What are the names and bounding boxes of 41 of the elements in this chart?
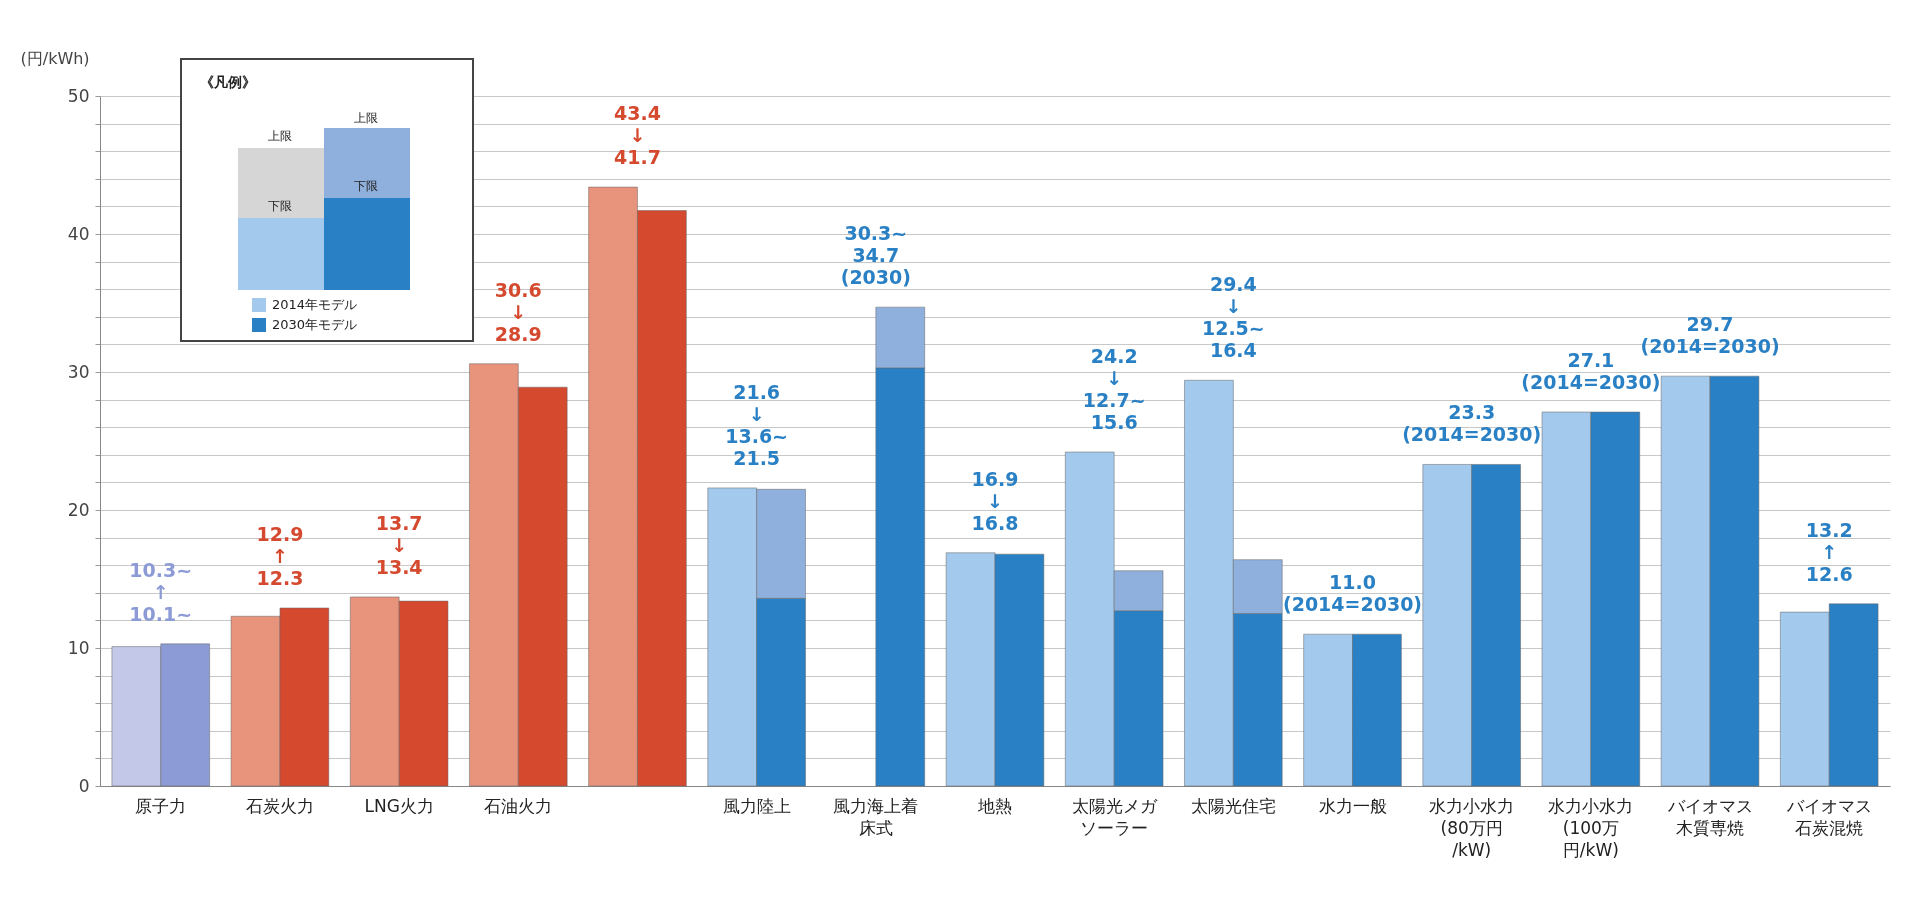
x-tick-label: 地熱 (977, 795, 1012, 816)
annotation: 下限 (268, 198, 292, 215)
annotation: 12.9 ↑ 12.3 (256, 522, 304, 589)
y-tick-label: 40 (67, 223, 90, 244)
annotation: 21.6 ↓ 13.6~ 21.5 (725, 380, 789, 469)
x-tick-label: LNG火力 (364, 795, 434, 816)
x-tick-label: 太陽光住宅 (1190, 795, 1276, 816)
annotation: 13.2 ↑ 12.6 (1805, 518, 1853, 585)
annotation: 24.2 ↓ 12.7~ 15.6 (1082, 345, 1146, 434)
legend-label: 2030年モデル (272, 316, 358, 334)
annotation: 13.7 ↓ 13.4 (375, 511, 423, 578)
annotation: 11.0 (2014=2030) (1282, 571, 1423, 616)
y-tick-label: 10 (67, 637, 90, 658)
y-tick-label: 0 (78, 775, 90, 796)
x-tick-label: 風力海上着床式 (833, 795, 919, 838)
x-tick-label: 石油火力 (484, 795, 553, 816)
y-tick-label: 50 (67, 85, 90, 106)
x-tick-label: 水力小水力(100万円/kW) (1548, 795, 1634, 860)
x-tick-label: 石炭火力 (245, 795, 314, 816)
x-tick-label: 水力小水力(80万円/kW) (1429, 795, 1515, 860)
y-tick-label: 30 (67, 361, 90, 382)
x-tick-label: 水力一般 (1318, 795, 1387, 816)
annotation: 16.9 ↓ 16.8 (971, 467, 1019, 534)
annotation: 43.4 ↓ 41.7 (614, 102, 661, 169)
annotation: 上限 (268, 128, 292, 145)
x-tick-label: バイオマス石炭混焼 (1785, 795, 1872, 838)
annotation: 29.4 ↓ 12.5~ 16.4 (1201, 273, 1265, 362)
text: 下限 (354, 179, 378, 193)
annotation: 23.3 (2014=2030) (1402, 401, 1542, 446)
y-axis-title: (円/kWh) (20, 48, 90, 68)
text: 上限 (354, 111, 378, 125)
y-tick-label: 20 (67, 499, 90, 520)
x-tick-label: バイオマス木質専焼 (1666, 795, 1753, 838)
x-tick-label: 原子力 (135, 795, 187, 816)
annotation: 30.3~ 34.7 (2030) (840, 222, 911, 289)
legend-title: 《凡例》 (200, 74, 256, 92)
x-tick-label: 太陽光メガソーラー (1071, 795, 1158, 838)
x-tick-label: 風力陸上 (722, 795, 791, 816)
annotation: 10.3~ ↑ 10.1~ (129, 558, 193, 625)
annotation: 30.6 ↓ 28.9 (494, 278, 542, 345)
legend-label: 2014年モデル (272, 296, 358, 314)
